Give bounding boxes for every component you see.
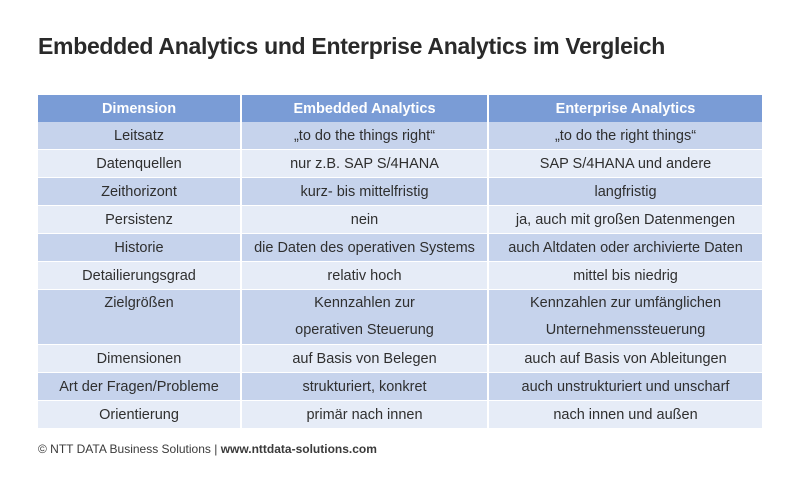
table-row: Dimensionen auf Basis von Belegen auch a… — [38, 344, 762, 373]
cell-line: Kennzahlen zur umfänglichen — [529, 295, 722, 311]
table-header-row: Dimension Embedded Analytics Enterprise … — [38, 95, 762, 122]
table-row: Historie die Daten des operativen System… — [38, 233, 762, 262]
cell-embedded: „to do the things right“ — [241, 122, 489, 150]
table-row: Zeithorizont kurz- bis mittelfristig lan… — [38, 177, 762, 206]
cell-embedded: nur z.B. SAP S/4HANA — [241, 149, 489, 178]
cell-dimension: Orientierung — [38, 400, 242, 429]
footer-copyright: © NTT DATA Business Solutions | — [38, 442, 221, 456]
cell-dimension: Leitsatz — [38, 122, 242, 150]
cell-enterprise: auch unstrukturiert und unscharf — [488, 372, 762, 401]
cell-embedded: relativ hoch — [241, 261, 489, 290]
cell-dimension: Persistenz — [38, 205, 242, 234]
table-row: Zielgrößen Kennzahlen zur operativen Ste… — [38, 289, 762, 345]
cell-dimension: Zeithorizont — [38, 177, 242, 206]
cell-dimension: Art der Fragen/Probleme — [38, 372, 242, 401]
table-row: Persistenz nein ja, auch mit großen Date… — [38, 205, 762, 234]
cell-enterprise: Kennzahlen zur umfänglichen Unternehmens… — [488, 289, 762, 345]
cell-embedded: Kennzahlen zur operativen Steuerung — [241, 289, 489, 345]
cell-embedded: nein — [241, 205, 489, 234]
cell-embedded: auf Basis von Belegen — [241, 344, 489, 373]
cell-dimension: Zielgrößen — [38, 289, 242, 345]
column-header-embedded-analytics: Embedded Analytics — [241, 95, 489, 122]
table-row: Detailierungsgrad relativ hoch mittel bi… — [38, 261, 762, 290]
comparison-table: Dimension Embedded Analytics Enterprise … — [38, 95, 762, 429]
table-row: Leitsatz „to do the things right“ „to do… — [38, 122, 762, 150]
cell-line: Kennzahlen zur — [314, 295, 415, 311]
cell-enterprise: auch Altdaten oder archivierte Daten — [488, 233, 762, 262]
column-header-enterprise-analytics: Enterprise Analytics — [488, 95, 762, 122]
cell-dimension: Historie — [38, 233, 242, 262]
cell-enterprise: SAP S/4HANA und andere — [488, 149, 762, 178]
cell-dimension: Datenquellen — [38, 149, 242, 178]
table-row: Orientierung primär nach innen nach inne… — [38, 400, 762, 429]
cell-enterprise: nach innen und außen — [488, 400, 762, 429]
cell-enterprise: ja, auch mit großen Datenmengen — [488, 205, 762, 234]
table-row: Datenquellen nur z.B. SAP S/4HANA SAP S/… — [38, 149, 762, 178]
cell-enterprise: langfristig — [488, 177, 762, 206]
cell-enterprise: mittel bis niedrig — [488, 261, 762, 290]
cell-embedded: kurz- bis mittelfristig — [241, 177, 489, 206]
footer-url: www.nttdata-solutions.com — [220, 442, 377, 456]
page-title: Embedded Analytics und Enterprise Analyt… — [38, 33, 665, 59]
cell-dimension: Dimensionen — [38, 344, 242, 373]
table-row: Art der Fragen/Probleme strukturiert, ko… — [38, 372, 762, 401]
footer: © NTT DATA Business Solutions | www.nttd… — [38, 442, 377, 456]
column-header-dimension: Dimension — [38, 95, 242, 122]
cell-embedded: strukturiert, konkret — [241, 372, 489, 401]
cell-enterprise: „to do the right things“ — [488, 122, 762, 150]
cell-embedded: primär nach innen — [241, 400, 489, 429]
cell-line: operativen Steuerung — [295, 322, 434, 338]
cell-line: Unternehmenssteuerung — [545, 322, 706, 338]
cell-enterprise: auch auf Basis von Ableitungen — [488, 344, 762, 373]
cell-embedded: die Daten des operativen Systems — [241, 233, 489, 262]
cell-dimension: Detailierungsgrad — [38, 261, 242, 290]
